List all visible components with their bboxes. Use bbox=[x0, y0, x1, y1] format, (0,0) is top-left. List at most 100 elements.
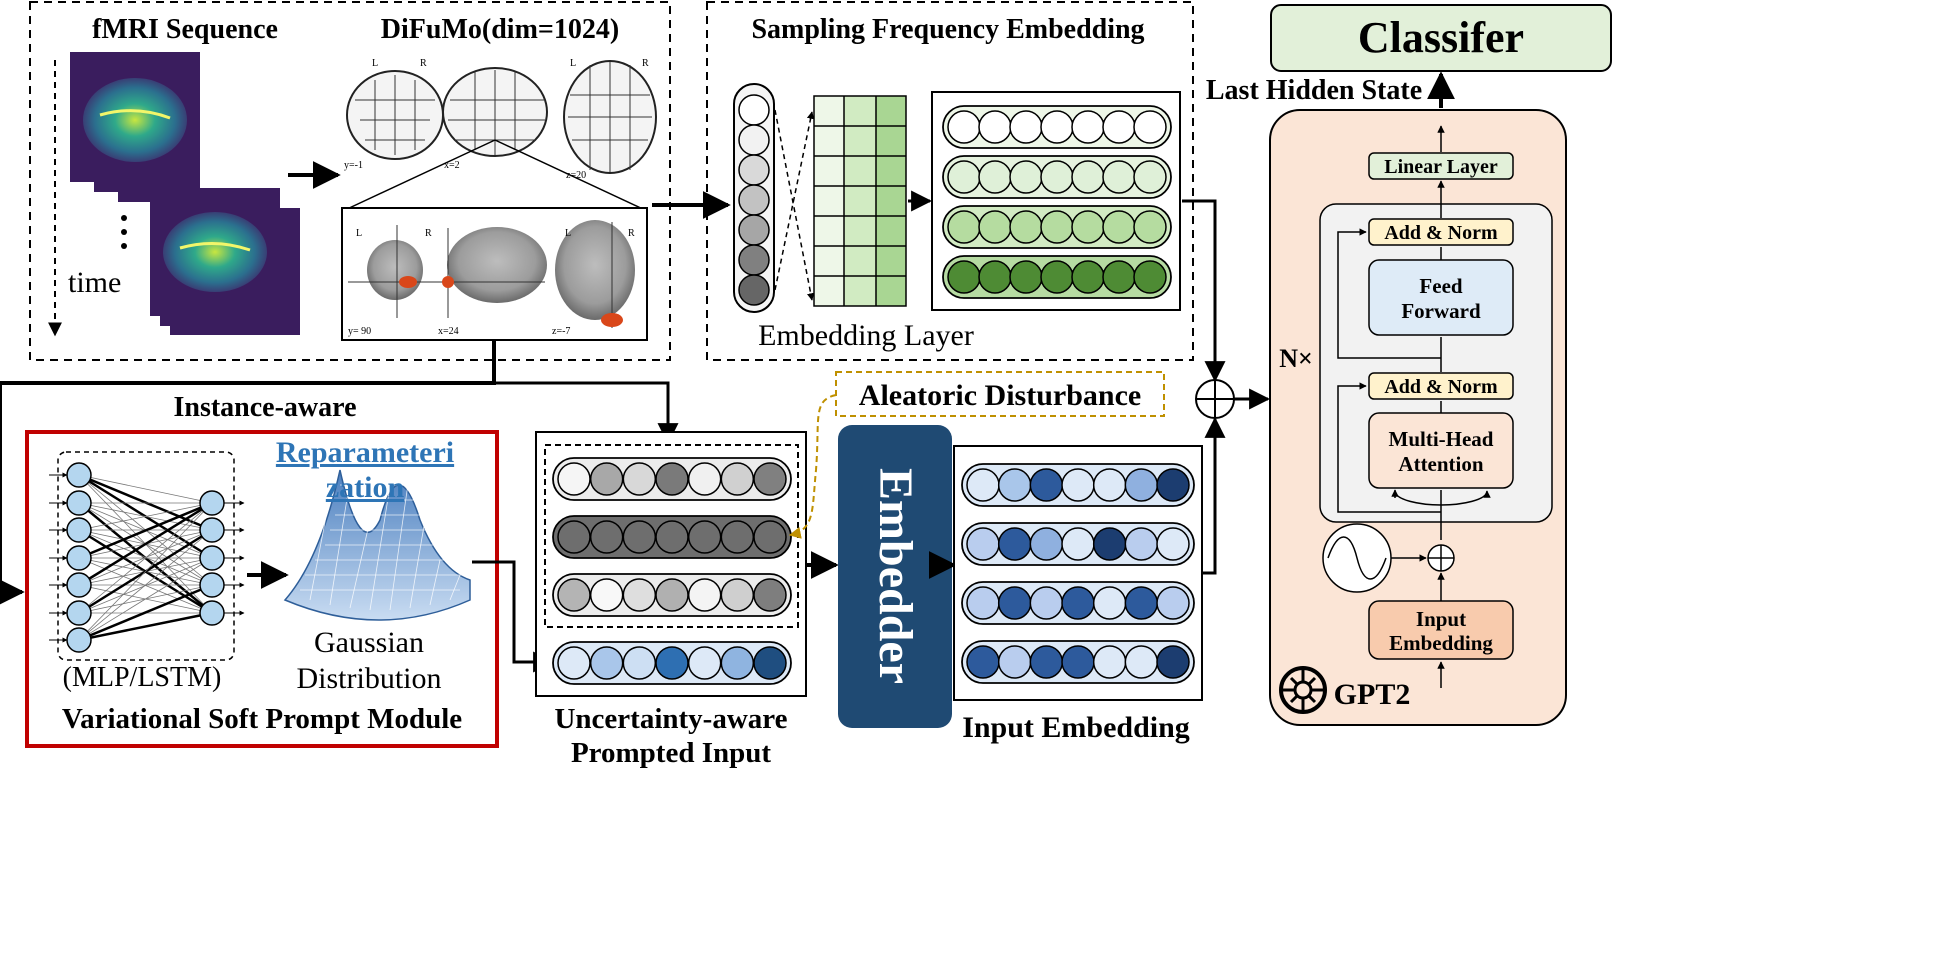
token-circle bbox=[997, 468, 1032, 502]
fmri-scan-stack-top bbox=[70, 52, 200, 202]
token-circle bbox=[947, 110, 981, 144]
green-token-row bbox=[942, 105, 1172, 149]
gpt2-input-embedding-line1: Input bbox=[1416, 607, 1466, 631]
classifier-block bbox=[1270, 4, 1612, 72]
add-norm-bottom-block bbox=[1368, 372, 1514, 400]
instance-to-prompt-connector bbox=[494, 381, 679, 445]
token-circle bbox=[966, 645, 1000, 679]
token-circle bbox=[1102, 210, 1136, 244]
network-node bbox=[66, 462, 92, 488]
feed-forward-line1: Feed bbox=[1419, 274, 1462, 298]
input-token-row bbox=[961, 522, 1195, 566]
token-circle bbox=[1071, 260, 1105, 294]
sum-operator bbox=[1195, 379, 1235, 419]
input-embedding-label: Input Embedding bbox=[962, 711, 1190, 744]
token-circle bbox=[557, 462, 591, 496]
input-token-row bbox=[961, 640, 1195, 684]
gaussian-mesh-surface bbox=[283, 454, 471, 621]
fmri-vertical-dots bbox=[121, 215, 127, 249]
token-circle bbox=[622, 578, 657, 612]
gaussian-line2: Distribution bbox=[296, 662, 441, 695]
token-circle bbox=[655, 462, 689, 496]
token-circle bbox=[1071, 110, 1105, 144]
add-norm-top-block bbox=[1368, 218, 1514, 246]
aleatoric-box bbox=[835, 371, 1165, 417]
feed-forward-block bbox=[1368, 259, 1514, 336]
token-circle bbox=[720, 646, 755, 680]
embedding-cross-arrows bbox=[774, 109, 815, 301]
token-circle bbox=[966, 586, 1000, 620]
token-circle bbox=[687, 646, 722, 680]
aleatoric-label: Aleatoric Disturbance bbox=[859, 379, 1141, 412]
token-circle bbox=[753, 578, 787, 612]
vsp-module-title: Variational Soft Prompt Module bbox=[62, 703, 462, 735]
token-circle bbox=[1133, 110, 1167, 144]
vsp-network-nodes bbox=[66, 462, 225, 653]
green-token-row bbox=[942, 255, 1172, 299]
network-node bbox=[66, 545, 92, 571]
token-circle bbox=[966, 527, 1000, 561]
difumo-atlas-brains: L R L R y=-1 x=2 z=20 bbox=[344, 58, 657, 181]
input-token-row bbox=[961, 463, 1195, 507]
aleatoric-arrow bbox=[788, 394, 837, 539]
input-to-sum bbox=[1202, 416, 1226, 575]
token-circle bbox=[978, 210, 1012, 244]
gray-token-row bbox=[552, 515, 792, 559]
token-circle bbox=[1061, 527, 1095, 561]
token-circle bbox=[655, 520, 689, 554]
token-circle bbox=[1029, 468, 1064, 502]
svg-text:z=20: z=20 bbox=[566, 170, 586, 181]
token-circle bbox=[589, 520, 624, 554]
instance-aware-connector bbox=[0, 340, 496, 606]
network-node bbox=[199, 517, 225, 543]
token-circle bbox=[753, 520, 787, 554]
token-circle bbox=[1124, 468, 1159, 502]
token-circle bbox=[1156, 586, 1190, 620]
token-circle bbox=[557, 646, 591, 680]
token-circle bbox=[589, 646, 624, 680]
token-circle bbox=[1009, 210, 1043, 244]
token-circle bbox=[1092, 468, 1127, 502]
vsp-network-label: (MLP/LSTM) bbox=[63, 662, 222, 693]
gpt2-input-embedding-line2: Embedding bbox=[1389, 631, 1493, 655]
token-circle bbox=[720, 520, 755, 554]
embedding-input-column bbox=[733, 83, 775, 313]
add-norm-bottom-label: Add & Norm bbox=[1384, 376, 1498, 398]
token-circle bbox=[1029, 586, 1064, 620]
token-circle bbox=[1092, 586, 1127, 620]
token-circle bbox=[947, 260, 981, 294]
prompted-input-line2: Prompted Input bbox=[571, 737, 771, 769]
add-norm-top-label: Add & Norm bbox=[1384, 222, 1498, 244]
token-circle bbox=[557, 520, 591, 554]
token-circle bbox=[997, 586, 1032, 620]
token-circle bbox=[978, 160, 1012, 194]
vsp-to-prompt-arrow bbox=[472, 560, 555, 673]
token-circle bbox=[1133, 260, 1167, 294]
soft-prompt-row bbox=[552, 641, 792, 685]
token-circle bbox=[557, 578, 591, 612]
token-circle bbox=[622, 646, 657, 680]
svg-text:R: R bbox=[425, 228, 432, 239]
prompt-token-row bbox=[552, 641, 792, 685]
last-hidden-state-label: Last Hidden State bbox=[1206, 75, 1422, 106]
network-node bbox=[66, 627, 92, 653]
token-circle bbox=[1124, 586, 1159, 620]
network-node bbox=[199, 490, 225, 516]
token-circle bbox=[1156, 468, 1190, 502]
gaussian-line1: Gaussian bbox=[314, 626, 424, 659]
reparameterization-line1: Reparameteri bbox=[276, 436, 454, 469]
token-circle bbox=[1124, 527, 1159, 561]
fmri-panel-border bbox=[29, 1, 671, 361]
svg-text:z=-7: z=-7 bbox=[552, 326, 570, 337]
token-circle bbox=[997, 645, 1032, 679]
gpt2-input-embedding-block bbox=[1368, 600, 1514, 660]
sampling-title: Sampling Frequency Embedding bbox=[751, 14, 1144, 45]
svg-text:x=24: x=24 bbox=[438, 326, 459, 337]
embedder-label: Embedder bbox=[869, 468, 922, 684]
token-circle bbox=[655, 646, 689, 680]
token-circle bbox=[655, 578, 689, 612]
token-circle bbox=[687, 520, 722, 554]
svg-text:R: R bbox=[420, 58, 427, 69]
token-circle bbox=[1040, 210, 1074, 244]
